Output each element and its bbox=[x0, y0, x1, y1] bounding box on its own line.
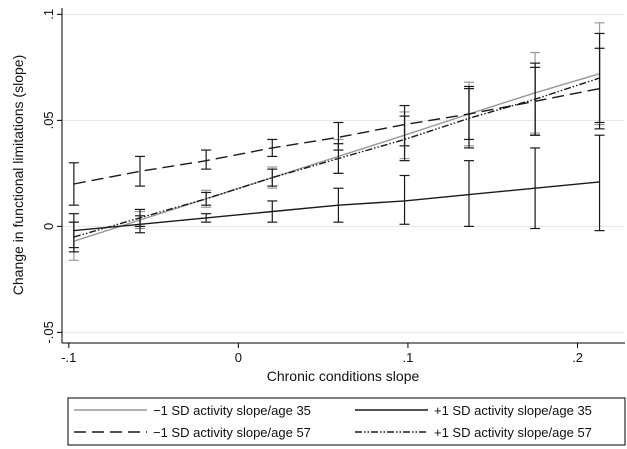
error-bar bbox=[399, 174, 410, 225]
error-bar bbox=[594, 134, 605, 232]
series-2 bbox=[68, 134, 605, 249]
error-bar bbox=[463, 87, 474, 149]
axis-ticks: -.05 0 .05 .1 -.1 0 .1 .2 bbox=[41, 9, 583, 365]
y-tick-label: -.05 bbox=[41, 321, 56, 343]
x-axis-title: Chronic conditions slope bbox=[267, 368, 420, 384]
error-bar bbox=[594, 32, 605, 124]
error-bar bbox=[399, 115, 410, 162]
error-bar bbox=[201, 191, 212, 206]
gridlines bbox=[62, 13, 625, 333]
legend-entry: +1 SD activity slope/age 57 bbox=[355, 425, 592, 440]
error-bar bbox=[333, 187, 344, 223]
error-bar bbox=[201, 149, 212, 170]
error-bar bbox=[135, 155, 146, 187]
y-tick-label: 0 bbox=[41, 223, 56, 230]
error-bar bbox=[201, 213, 212, 223]
error-bar bbox=[333, 143, 344, 174]
legend: −1 SD activity slope/age 35 +1 SD activit… bbox=[67, 397, 626, 446]
x-tick-label: 0 bbox=[235, 350, 242, 365]
error-bar bbox=[267, 168, 278, 187]
y-tick-label: .1 bbox=[41, 9, 56, 20]
error-bar bbox=[463, 160, 474, 227]
legend-label: +1 SD activity slope/age 35 bbox=[434, 403, 592, 418]
y-tick-label: .05 bbox=[41, 111, 56, 129]
y-axis-title: Change in functional limitations (slope) bbox=[10, 55, 26, 295]
x-tick-label: -.1 bbox=[61, 350, 76, 365]
legend-entry: −1 SD activity slope/age 57 bbox=[74, 425, 311, 440]
error-bar bbox=[68, 221, 79, 253]
legend-label: −1 SD activity slope/age 35 bbox=[153, 403, 311, 418]
series-4 bbox=[68, 32, 605, 253]
legend-entries: −1 SD activity slope/age 35 +1 SD activit… bbox=[74, 403, 592, 440]
legend-entry: +1 SD activity slope/age 35 bbox=[355, 403, 592, 418]
error-bar bbox=[68, 162, 79, 206]
error-bar bbox=[530, 147, 541, 230]
legend-entry: −1 SD activity slope/age 35 bbox=[74, 403, 311, 418]
error-bar bbox=[267, 200, 278, 223]
legend-label: +1 SD activity slope/age 57 bbox=[434, 425, 592, 440]
error-bar bbox=[135, 208, 146, 227]
plot-area bbox=[62, 8, 625, 343]
x-tick-label: .2 bbox=[572, 350, 583, 365]
error-bar bbox=[267, 138, 278, 158]
legend-box bbox=[67, 397, 626, 446]
legend-label: −1 SD activity slope/age 57 bbox=[153, 425, 311, 440]
x-tick-label: .1 bbox=[403, 350, 414, 365]
series-group bbox=[68, 22, 605, 261]
error-bar bbox=[530, 62, 541, 136]
